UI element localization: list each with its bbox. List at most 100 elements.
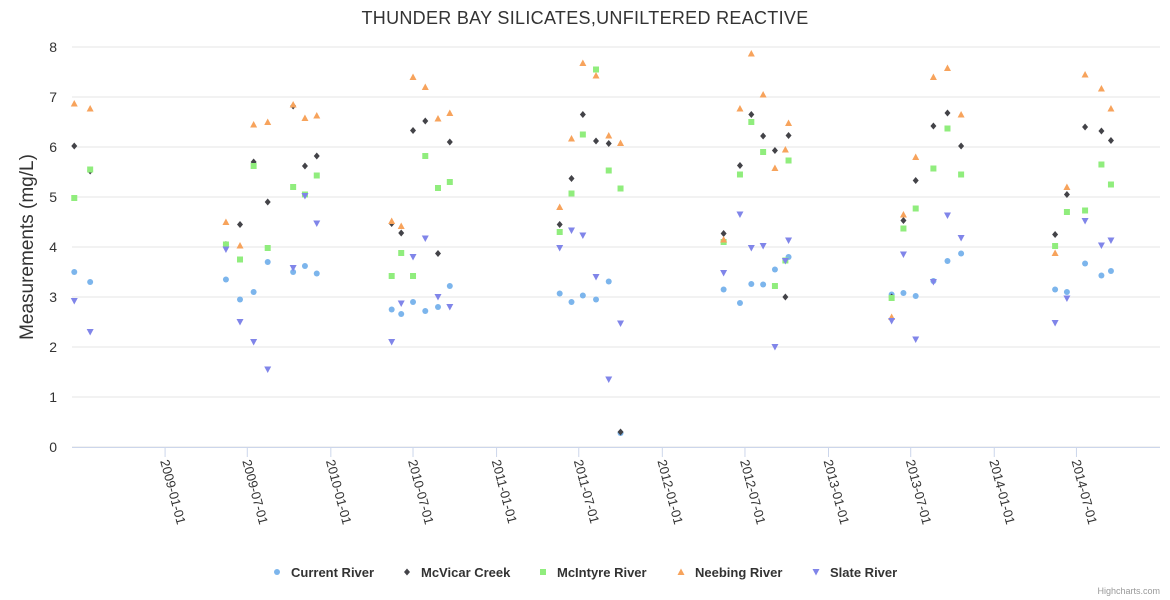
data-point-neebing-river[interactable] <box>301 114 309 122</box>
data-point-neebing-river[interactable] <box>579 59 587 67</box>
data-point-mcintyre-river[interactable] <box>250 163 257 169</box>
data-point-neebing-river[interactable] <box>556 203 564 211</box>
data-point-mcintyre-river[interactable] <box>1107 181 1114 188</box>
data-point-mcvicar-creek[interactable] <box>958 142 965 150</box>
data-point-slate-river[interactable] <box>781 258 789 265</box>
data-point-neebing-river[interactable] <box>434 115 442 122</box>
data-point-current-river[interactable] <box>264 259 271 265</box>
data-point-current-river[interactable] <box>1098 272 1105 279</box>
data-point-current-river[interactable] <box>434 304 441 310</box>
data-point-current-river[interactable] <box>222 276 229 283</box>
data-point-mcvicar-creek[interactable] <box>446 138 453 146</box>
data-point-slate-river[interactable] <box>785 237 793 245</box>
data-point-slate-river[interactable] <box>289 265 297 272</box>
data-point-neebing-river[interactable] <box>605 132 613 139</box>
data-point-slate-river[interactable] <box>1051 320 1059 327</box>
legend-item-neebing-river[interactable]: Neebing River <box>677 565 783 580</box>
data-point-mcintyre-river[interactable] <box>87 166 94 173</box>
legend-item-slate-river[interactable]: Slate River <box>812 565 898 580</box>
data-point-slate-river[interactable] <box>434 294 442 301</box>
data-point-current-river[interactable] <box>771 266 778 273</box>
data-point-mcintyre-river[interactable] <box>736 171 743 178</box>
data-point-neebing-river[interactable] <box>1097 85 1105 92</box>
data-point-current-river[interactable] <box>250 289 257 295</box>
data-point-current-river[interactable] <box>1107 268 1114 274</box>
data-point-mcintyre-river[interactable] <box>760 149 767 155</box>
data-point-slate-river[interactable] <box>397 300 405 308</box>
data-point-mcintyre-river[interactable] <box>888 295 895 301</box>
data-point-slate-river[interactable] <box>1063 295 1071 303</box>
legend-item-current-river[interactable]: Current River <box>274 565 374 580</box>
data-point-mcvicar-creek[interactable] <box>398 229 405 237</box>
data-point-slate-river[interactable] <box>446 304 454 311</box>
data-point-neebing-river[interactable] <box>388 217 396 225</box>
data-point-current-river[interactable] <box>87 279 94 285</box>
data-point-neebing-river[interactable] <box>446 109 454 117</box>
data-point-current-river[interactable] <box>410 299 417 305</box>
data-point-mcvicar-creek[interactable] <box>237 221 244 228</box>
data-point-current-river[interactable] <box>313 270 320 277</box>
credits[interactable]: Highcharts.com <box>1097 586 1160 596</box>
data-point-mcintyre-river[interactable] <box>422 153 429 159</box>
data-point-neebing-river[interactable] <box>289 101 297 108</box>
data-point-neebing-river[interactable] <box>736 105 744 112</box>
data-point-mcintyre-river[interactable] <box>71 195 78 201</box>
data-point-neebing-river[interactable] <box>785 119 793 127</box>
data-point-slate-river[interactable] <box>264 366 272 374</box>
data-point-mcvicar-creek[interactable] <box>720 230 727 237</box>
data-point-mcintyre-river[interactable] <box>568 190 575 197</box>
data-point-neebing-river[interactable] <box>912 153 920 161</box>
data-point-neebing-river[interactable] <box>70 100 78 107</box>
data-point-slate-river[interactable] <box>605 376 613 384</box>
data-point-mcintyre-river[interactable] <box>771 283 778 289</box>
data-point-slate-river[interactable] <box>899 251 907 259</box>
legend-item-mcintyre-river[interactable]: McIntyre River <box>540 565 647 580</box>
data-point-current-river[interactable] <box>301 263 308 269</box>
data-point-slate-river[interactable] <box>1097 242 1105 250</box>
data-point-slate-river[interactable] <box>912 336 920 344</box>
data-point-mcvicar-creek[interactable] <box>771 147 778 154</box>
data-point-neebing-river[interactable] <box>397 222 405 230</box>
data-point-neebing-river[interactable] <box>421 83 429 91</box>
data-point-mcvicar-creek[interactable] <box>1098 127 1105 135</box>
data-point-neebing-river[interactable] <box>759 91 767 98</box>
data-point-current-river[interactable] <box>912 293 919 299</box>
data-point-mcintyre-river[interactable] <box>579 131 586 138</box>
data-point-mcintyre-river[interactable] <box>1082 207 1089 214</box>
data-point-slate-river[interactable] <box>888 318 896 325</box>
data-point-mcvicar-creek[interactable] <box>912 177 919 184</box>
data-point-current-river[interactable] <box>446 283 453 289</box>
data-point-slate-river[interactable] <box>86 329 94 336</box>
data-point-slate-river[interactable] <box>409 254 417 261</box>
data-point-slate-river[interactable] <box>222 246 230 254</box>
data-point-current-river[interactable] <box>579 292 586 299</box>
data-point-neebing-river[interactable] <box>957 111 965 118</box>
data-point-neebing-river[interactable] <box>747 50 755 57</box>
data-point-neebing-river[interactable] <box>1107 105 1115 112</box>
data-point-current-river[interactable] <box>422 308 429 314</box>
data-point-current-river[interactable] <box>290 269 297 275</box>
data-point-current-river[interactable] <box>1082 260 1089 267</box>
data-point-mcvicar-creek[interactable] <box>579 111 586 118</box>
data-point-mcvicar-creek[interactable] <box>1052 231 1059 238</box>
data-point-neebing-river[interactable] <box>781 146 789 153</box>
data-point-mcvicar-creek[interactable] <box>434 250 441 257</box>
data-point-slate-river[interactable] <box>70 298 78 305</box>
data-point-current-river[interactable] <box>944 258 951 264</box>
data-point-mcintyre-river[interactable] <box>222 241 229 248</box>
data-point-current-river[interactable] <box>388 306 395 313</box>
data-point-slate-river[interactable] <box>1107 237 1115 245</box>
data-point-mcintyre-river[interactable] <box>785 157 792 164</box>
data-point-neebing-river[interactable] <box>1063 183 1071 191</box>
data-point-mcvicar-creek[interactable] <box>736 162 743 169</box>
data-point-mcintyre-river[interactable] <box>313 172 320 179</box>
data-point-mcintyre-river[interactable] <box>617 185 624 192</box>
data-point-neebing-river[interactable] <box>222 218 230 226</box>
data-point-mcintyre-river[interactable] <box>958 171 965 178</box>
data-point-slate-river[interactable] <box>236 319 244 326</box>
data-point-current-river[interactable] <box>1052 286 1059 293</box>
data-point-slate-river[interactable] <box>301 193 309 200</box>
data-point-mcintyre-river[interactable] <box>434 185 441 191</box>
legend-item-mcvicar-creek[interactable]: McVicar Creek <box>404 565 511 580</box>
data-point-current-river[interactable] <box>760 281 767 288</box>
